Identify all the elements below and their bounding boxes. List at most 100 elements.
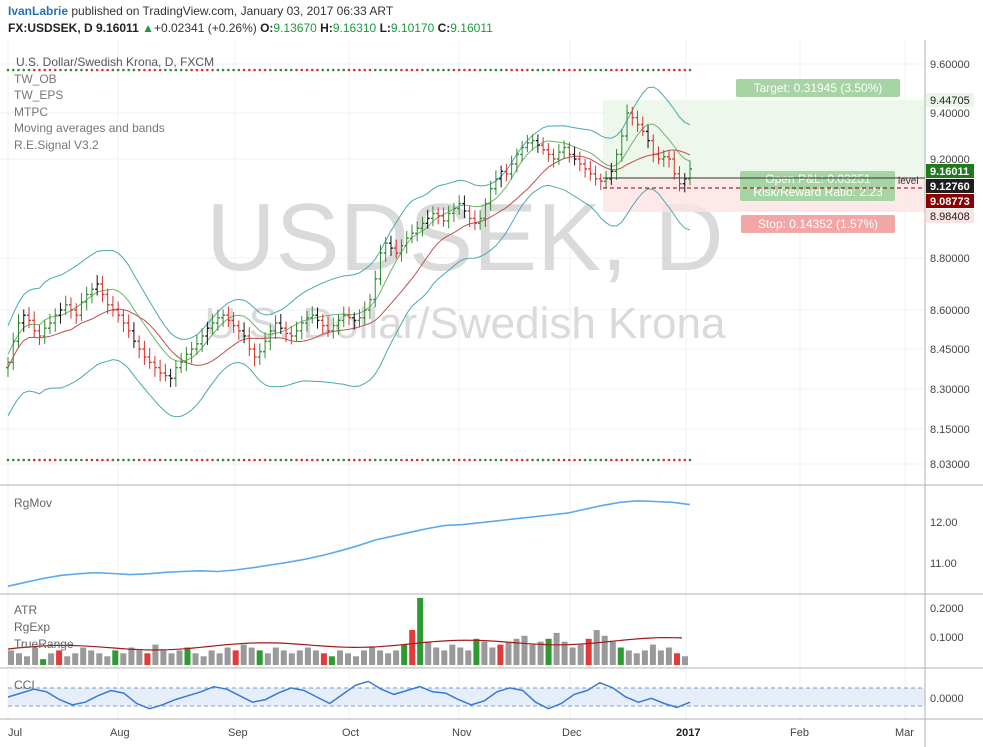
signal-dot-top bbox=[646, 68, 650, 72]
signal-dot-top bbox=[641, 68, 645, 72]
signal-dot-top bbox=[536, 68, 540, 72]
signal-dot-top bbox=[190, 68, 193, 72]
chart-canvas[interactable]: USDSEK, D U.S. Dollar/Swedish Krona U.S.… bbox=[0, 40, 983, 747]
truerange-bar bbox=[353, 656, 359, 666]
signal-dot-bottom bbox=[216, 458, 220, 462]
signal-dot-top bbox=[216, 68, 220, 72]
signal-dot-bottom bbox=[520, 458, 524, 462]
signal-dot-bottom bbox=[421, 458, 424, 462]
signal-dot-bottom bbox=[562, 458, 566, 462]
time-tick: Feb bbox=[790, 727, 809, 739]
signal-dot-top bbox=[32, 68, 36, 72]
stop-label-box[interactable] bbox=[741, 215, 895, 233]
signal-dot-bottom bbox=[651, 458, 655, 462]
author-link[interactable]: IvanLabrie bbox=[8, 4, 69, 18]
signal-dot-top bbox=[505, 68, 508, 72]
signal-dot-bottom bbox=[473, 458, 477, 462]
signal-dot-top bbox=[169, 68, 172, 72]
price-axis[interactable]: 9.60000 9.40000 9.20000 8.80000 8.60000 … bbox=[930, 59, 970, 471]
truerange-bar bbox=[361, 650, 367, 665]
truerange-bar bbox=[176, 650, 183, 665]
signal-dot-bottom bbox=[269, 458, 272, 462]
signal-dot-bottom bbox=[368, 458, 372, 462]
atr-label[interactable]: ATR bbox=[14, 603, 37, 617]
signal-dot-top bbox=[74, 68, 78, 72]
signal-dot-top bbox=[352, 68, 356, 72]
truerange-bar bbox=[240, 644, 247, 665]
signal-dot-top bbox=[127, 68, 130, 72]
signal-dot-bottom bbox=[200, 458, 204, 462]
rgmov-tick: 12.00 bbox=[930, 517, 958, 529]
signal-dot-top bbox=[531, 68, 534, 72]
indicator-label-3[interactable]: Moving averages and bands bbox=[14, 121, 165, 135]
rgmov-label[interactable]: RgMov bbox=[14, 496, 52, 510]
signal-dot-top bbox=[69, 68, 73, 72]
signal-dot-bottom bbox=[122, 458, 125, 462]
truerange-bar bbox=[345, 653, 351, 665]
signal-dot-bottom bbox=[594, 458, 597, 462]
signal-dot-top bbox=[164, 68, 167, 72]
truerange-bar bbox=[601, 635, 608, 665]
truerange-bar bbox=[216, 653, 223, 665]
signal-dot-bottom bbox=[242, 458, 246, 462]
truerange-bar bbox=[545, 638, 552, 666]
signal-dot-bottom bbox=[515, 458, 519, 462]
signal-dot-top bbox=[137, 68, 141, 72]
signal-dot-top bbox=[562, 68, 566, 72]
signal-dot-top bbox=[463, 68, 466, 72]
price-tick: 8.45000 bbox=[930, 344, 970, 356]
signal-dot-bottom bbox=[352, 458, 356, 462]
low-value: 9.10170 bbox=[390, 21, 435, 35]
truerange-bar bbox=[304, 647, 311, 665]
signal-dot-bottom bbox=[190, 458, 193, 462]
indicator-label-0[interactable]: TW_OB bbox=[14, 72, 57, 86]
signal-dot-bottom bbox=[457, 458, 461, 462]
ma-slow-line bbox=[7, 149, 691, 368]
cci-label[interactable]: CCI bbox=[14, 678, 35, 692]
signal-dot-top bbox=[400, 68, 403, 72]
signal-dot-bottom bbox=[169, 458, 172, 462]
signal-dot-top bbox=[122, 68, 125, 72]
signal-dot-top bbox=[263, 68, 267, 72]
signal-dot-bottom bbox=[610, 458, 613, 462]
price-tick: 8.30000 bbox=[930, 384, 970, 396]
signal-dot-bottom bbox=[405, 458, 409, 462]
symbol-label[interactable]: FX:USDSEK, D bbox=[8, 21, 93, 35]
truerange-bar bbox=[433, 647, 440, 665]
signal-dot-bottom bbox=[74, 458, 78, 462]
time-axis[interactable]: Jul Aug Sep Oct Nov Dec 2017 Feb Mar bbox=[8, 727, 914, 739]
signal-dot-bottom bbox=[589, 458, 592, 462]
entry-price-tag bbox=[926, 179, 974, 193]
signal-dot-bottom bbox=[227, 458, 230, 462]
truerange-bar bbox=[657, 650, 664, 665]
signal-dot-bottom bbox=[400, 458, 403, 462]
signal-dot-bottom bbox=[111, 458, 115, 462]
target-label-box[interactable] bbox=[736, 79, 900, 97]
signal-dot-top bbox=[557, 68, 561, 72]
truerange-label[interactable]: TrueRange bbox=[14, 637, 74, 651]
truerange-bar bbox=[64, 656, 71, 666]
signal-dot-bottom bbox=[683, 458, 687, 462]
signal-dot-top bbox=[457, 68, 461, 72]
truerange-bar bbox=[569, 647, 576, 665]
time-tick: Dec bbox=[562, 727, 582, 739]
indicator-label-2[interactable]: MTPC bbox=[14, 105, 48, 119]
truerange-bar bbox=[24, 656, 30, 666]
cci-band bbox=[8, 688, 925, 706]
truerange-bar bbox=[682, 656, 688, 666]
signal-dot-bottom bbox=[573, 458, 576, 462]
indicator-label-4[interactable]: R.E.Signal V3.2 bbox=[14, 138, 99, 152]
signal-dot-top bbox=[431, 68, 435, 72]
rgexp-label[interactable]: RgExp bbox=[14, 620, 50, 634]
signal-dot-top bbox=[447, 68, 450, 72]
signal-dot-top bbox=[195, 68, 199, 72]
signal-dot-bottom bbox=[410, 458, 414, 462]
truerange-bar bbox=[256, 650, 263, 665]
price-tick: 9.20000 bbox=[930, 154, 970, 166]
signal-dot-top bbox=[373, 68, 377, 72]
upper-band-line bbox=[7, 86, 691, 340]
signal-dot-top bbox=[547, 68, 550, 72]
open-value: 9.13670 bbox=[273, 21, 317, 35]
truerange-bar bbox=[633, 653, 640, 665]
indicator-label-1[interactable]: TW_EPS bbox=[14, 88, 63, 102]
